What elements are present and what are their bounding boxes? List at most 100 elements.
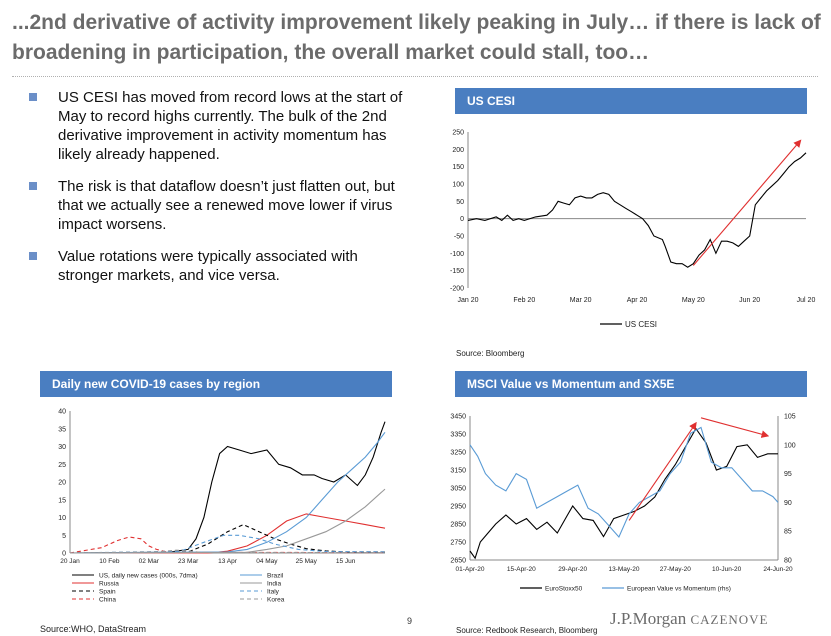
x-tick-label: 10-Jun-20 — [712, 566, 742, 573]
series-line — [69, 523, 385, 554]
x-tick-label: 02 Mar — [139, 558, 160, 565]
legend-label: Russia — [99, 581, 119, 588]
annotation-arrow — [700, 417, 770, 438]
y-tick-label: 30 — [58, 444, 66, 451]
x-tick-label: 15 Jun — [336, 558, 356, 565]
left-tick-label: 3450 — [450, 414, 466, 421]
legend-label: European Value vs Momentum (rhs) — [627, 586, 731, 593]
cesi-panel-title: US CESI — [455, 88, 807, 114]
y-tick-label: 250 — [452, 130, 464, 137]
jpmorgan-cazenove-logo: J.P.Morgan CAZENOVE — [610, 609, 769, 629]
logo-main: J.P.Morgan — [610, 609, 687, 628]
bullet-text: US CESI has moved from record lows at th… — [58, 89, 403, 163]
y-tick-label: 0 — [460, 216, 464, 223]
y-tick-label: 5 — [62, 533, 66, 540]
x-tick-label: May 20 — [682, 297, 705, 304]
left-tick-label: 3250 — [450, 450, 466, 457]
legend-label: US, daily new cases (000s, 7dma) — [99, 573, 198, 580]
x-tick-label: 13 Apr — [218, 558, 238, 565]
y-tick-label: 0 — [62, 551, 66, 558]
legend-label: India — [267, 581, 281, 588]
page-title: ...2nd derivative of activity improvemen… — [12, 11, 821, 64]
x-tick-label: 24-Jun-20 — [763, 566, 793, 573]
logo-sub: CAZENOVE — [690, 612, 769, 627]
bullet-item: The risk is that dataflow doesn’t just f… — [26, 177, 416, 234]
bullet-list: US CESI has moved from record lows at th… — [26, 88, 416, 298]
bullet-item: Value rotations were typically associate… — [26, 247, 416, 285]
x-tick-label: 10 Feb — [99, 558, 120, 565]
left-tick-label: 2650 — [450, 558, 466, 565]
x-tick-label: 27-May-20 — [660, 566, 691, 573]
left-tick-label: 3050 — [450, 486, 466, 493]
x-tick-label: 01-Apr-20 — [456, 566, 485, 573]
x-tick-label: 15-Apr-20 — [507, 566, 536, 573]
bullet-item: US CESI has moved from record lows at th… — [26, 88, 416, 164]
x-tick-label: 13-May-20 — [608, 566, 639, 573]
x-tick-label: Jun 20 — [739, 297, 760, 304]
right-tick-label: 90 — [784, 500, 792, 507]
y-tick-label: 50 — [456, 199, 464, 206]
covid-panel-title: Daily new COVID-19 cases by region — [40, 371, 392, 397]
bullet-square-icon — [29, 93, 37, 101]
series-line-us-cesi — [467, 152, 807, 268]
msci-panel-title: MSCI Value vs Momentum and SX5E — [455, 371, 807, 397]
legend-label: Spain — [99, 589, 116, 596]
bullet-square-icon — [29, 252, 37, 260]
x-tick-label: Jul 20 — [797, 297, 816, 304]
right-tick-label: 105 — [784, 414, 796, 421]
right-tick-label: 100 — [784, 442, 796, 449]
cesi-source: Source: Bloomberg — [456, 349, 525, 358]
bullet-square-icon — [29, 182, 37, 190]
y-tick-label: -50 — [454, 234, 464, 241]
left-tick-label: 2750 — [450, 540, 466, 547]
series-line — [69, 549, 385, 554]
x-tick-label: Jan 20 — [457, 297, 478, 304]
left-tick-label: 2850 — [450, 522, 466, 529]
series-line — [69, 431, 386, 554]
y-tick-label: 150 — [452, 164, 464, 171]
y-tick-label: -200 — [450, 286, 464, 293]
annotation-arrow — [692, 139, 802, 266]
x-tick-label: 04 May — [256, 558, 278, 565]
series-line — [70, 513, 386, 554]
series-line — [69, 421, 386, 554]
page-number: 9 — [407, 616, 413, 626]
series-line — [469, 426, 779, 539]
bullet-text: The risk is that dataflow doesn’t just f… — [58, 178, 395, 233]
left-tick-label: 3150 — [450, 468, 466, 475]
series-line — [69, 534, 386, 554]
bullet-text: Value rotations were typically associate… — [58, 248, 358, 284]
series-line — [69, 488, 386, 554]
right-tick-label: 95 — [784, 471, 792, 478]
legend-label: EuroStoxx50 — [545, 586, 583, 593]
y-tick-label: -150 — [450, 268, 464, 275]
left-tick-label: 3350 — [450, 432, 466, 439]
y-tick-label: 100 — [452, 182, 464, 189]
y-tick-label: 10 — [58, 515, 66, 522]
y-tick-label: 35 — [58, 426, 66, 433]
legend-label: Korea — [267, 597, 285, 604]
y-tick-label: 40 — [58, 409, 66, 416]
series-line — [69, 536, 386, 554]
covid-chart: 40 35 30 25 20 15 10 5 020 Jan 10 Feb 02 Mar 23 Mar… — [58, 409, 386, 604]
left-tick-label: 2950 — [450, 504, 466, 511]
x-tick-label: Mar 20 — [570, 297, 592, 304]
x-tick-label: 25 May — [296, 558, 318, 565]
annotation-arrow — [628, 421, 697, 521]
legend-label: Italy — [267, 589, 280, 596]
y-tick-label: -100 — [450, 251, 464, 258]
y-tick-label: 200 — [452, 147, 464, 154]
msci-chart: 3450 3350 3250 3150 3050 2950 2850 2750 2650 105 1… — [450, 414, 796, 593]
msci-source: Source: Redbook Research, Bloomberg — [456, 626, 598, 635]
legend-label: Brazil — [267, 573, 284, 580]
cesi-chart: 250 200 150 100 50 0 -50 -100 -150 -200 Jan 20 Feb … — [450, 130, 816, 330]
series-line — [469, 427, 778, 560]
x-tick-label: Apr 20 — [627, 297, 648, 304]
legend-label: US CESI — [625, 320, 657, 329]
covid-source: Source:WHO, DataStream — [40, 624, 147, 634]
x-tick-label: 20 Jan — [60, 558, 80, 565]
title-divider — [12, 76, 818, 77]
x-tick-label: 29-Apr-20 — [558, 566, 587, 573]
legend-label: China — [99, 597, 116, 604]
y-tick-label: 25 — [58, 462, 66, 469]
